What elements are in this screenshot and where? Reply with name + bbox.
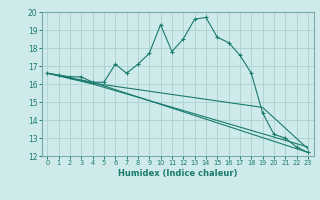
X-axis label: Humidex (Indice chaleur): Humidex (Indice chaleur) — [118, 169, 237, 178]
